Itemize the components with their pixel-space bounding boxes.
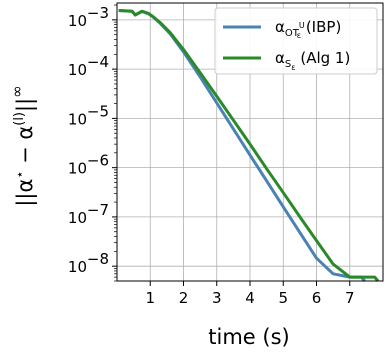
y-tick-exponent: −3 [87, 4, 109, 22]
x-tick-label: 5 [278, 289, 288, 307]
x-tick-label: 7 [345, 289, 355, 307]
x-tick-label: 2 [179, 289, 189, 307]
y-tick-label: 10 [68, 258, 87, 276]
y-tick-exponent: −7 [87, 201, 109, 219]
y-axis-label-inf: ∞ [8, 85, 26, 98]
y-tick-exponent: −6 [87, 152, 109, 170]
y-axis-label-star: ⋆ [13, 171, 28, 179]
x-tick-label: 1 [145, 289, 155, 307]
y-tick-exponent: −4 [87, 53, 109, 71]
y-axis-label-iter: (l) [12, 112, 27, 126]
y-axis: 10−810−710−610−510−410−3 [68, 4, 117, 282]
x-axis-label: time (s) [208, 325, 289, 349]
legend-label-ibp: αOTU ε (IBP) [275, 18, 341, 40]
y-tick-exponent: −8 [87, 250, 109, 268]
legend: αOTU ε (IBP) αSε (Alg 1) [214, 7, 378, 75]
y-tick-label: 10 [68, 61, 87, 79]
x-tick-label: 6 [312, 289, 322, 307]
y-axis-label-minus: − α [13, 126, 37, 171]
x-axis: 1 2 3 4 5 6 7 [145, 281, 355, 307]
y-axis-label-norm-open: ||α [13, 179, 38, 207]
series-lines [118, 9, 380, 282]
x-tick-label: 4 [245, 289, 255, 307]
svg-text:||α⋆ − α(l)||∞: ||α⋆ − α(l)||∞ [8, 85, 38, 206]
y-tick-label: 10 [68, 209, 87, 227]
y-tick-label: 10 [68, 12, 87, 30]
y-tick-label: 10 [68, 160, 87, 178]
x-tick-label: 3 [212, 289, 222, 307]
legend-label-alg1: αSε (Alg 1) [275, 49, 350, 72]
y-tick-exponent: −5 [87, 102, 109, 120]
y-axis-label: ||α⋆ − α(l)||∞ [8, 85, 38, 206]
series-line-alg1 [118, 9, 380, 282]
y-tick-label: 10 [68, 110, 87, 128]
y-axis-label-norm-close: || [13, 98, 38, 112]
